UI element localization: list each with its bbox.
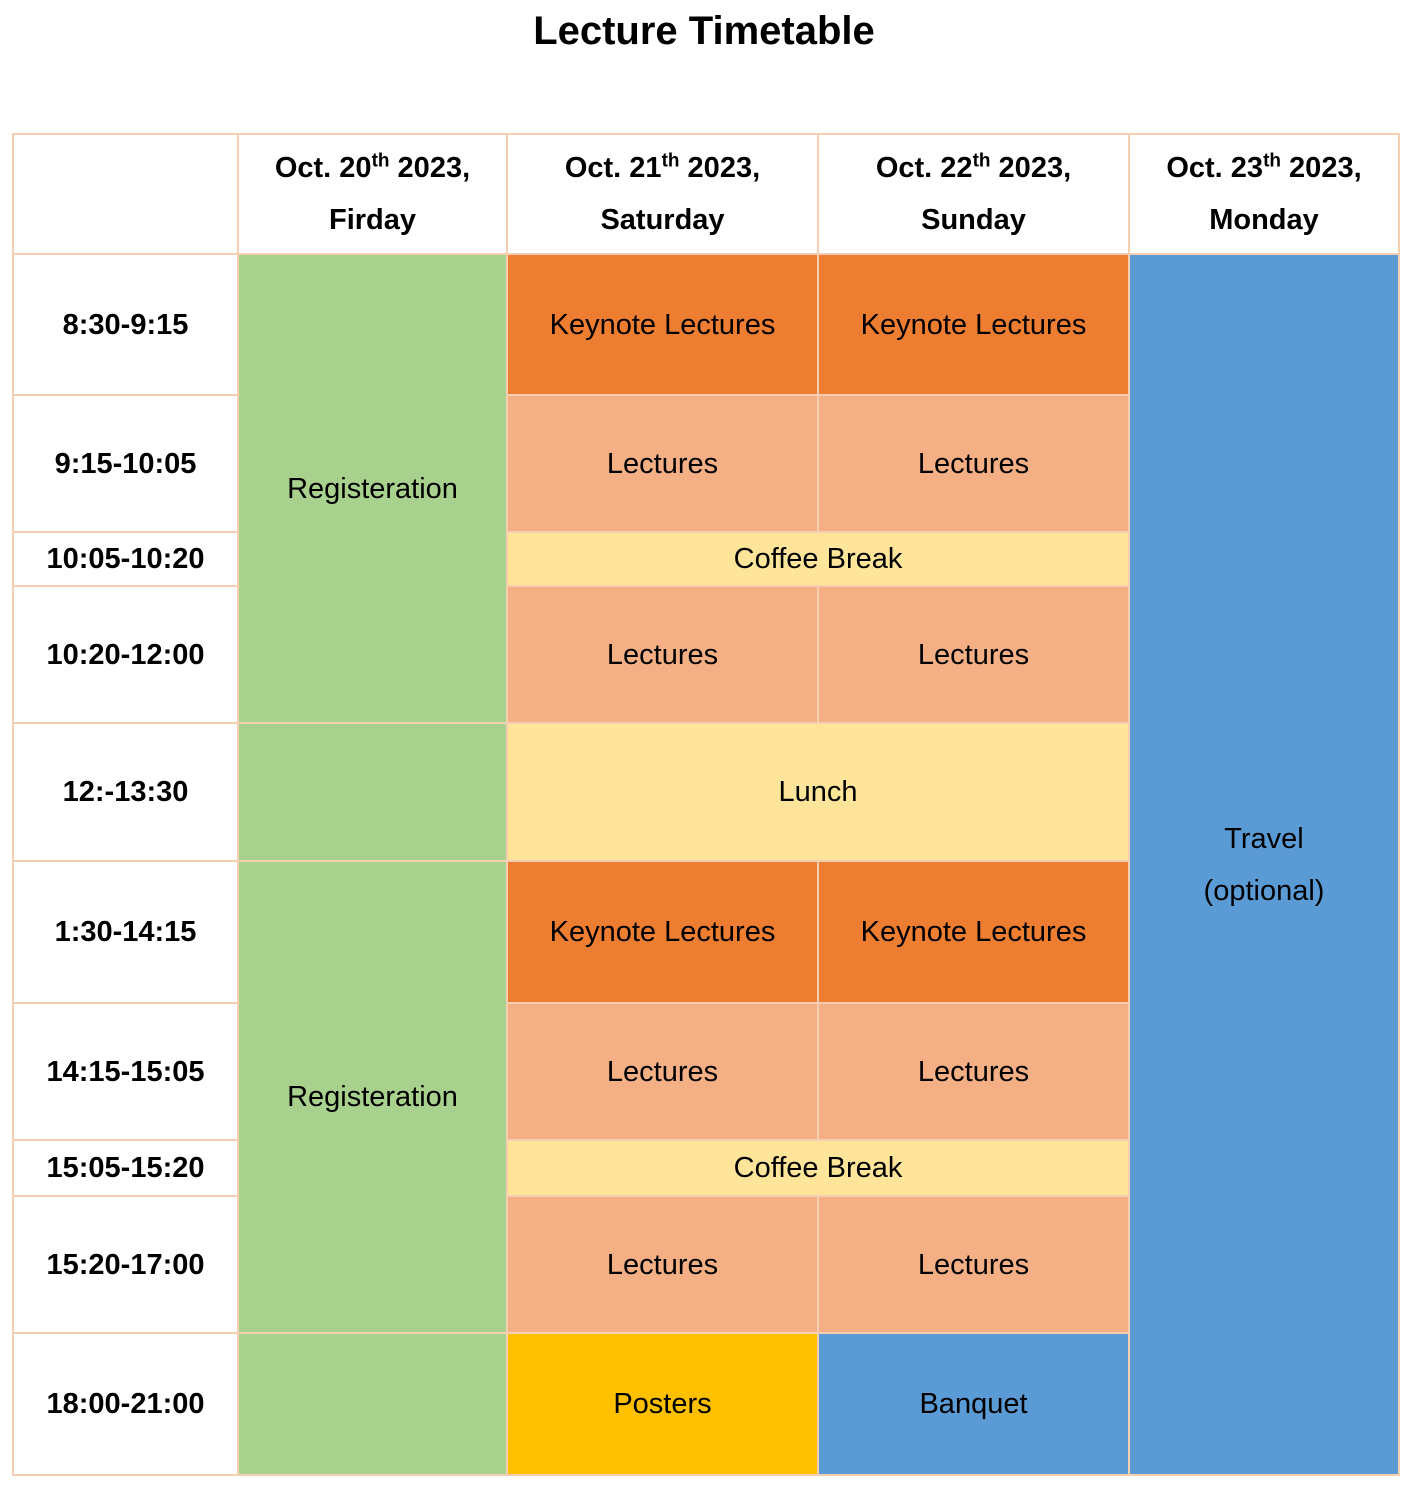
time-cell: 9:15-10:05	[12, 394, 239, 533]
table-row: 10:05-10:20 Coffee Break	[12, 531, 1399, 587]
travel-cell: Travel (optional)	[1128, 253, 1400, 1476]
day-header-mon: Oct. 23th 2023, Monday	[1128, 133, 1400, 255]
lectures-cell: Lectures	[817, 1002, 1130, 1141]
registration-gap-cell	[237, 1332, 508, 1476]
time-cell: 8:30-9:15	[12, 253, 239, 396]
table-row: 1:30-14:15 Registeration Keynote Lecture…	[12, 860, 1399, 1334]
table-row: 15:05-15:20 Coffee Break	[12, 1139, 1399, 1197]
table-row: 12:-13:30 Lunch	[12, 722, 1399, 862]
table-row: 18:00-21:00 Posters Banquet	[12, 1332, 1399, 1476]
day-header-sun: Oct. 22th 2023, Sunday	[817, 133, 1130, 255]
lectures-cell: Lectures	[506, 585, 819, 724]
time-cell: 14:15-15:05	[12, 1002, 239, 1141]
time-cell: 10:05-10:20	[12, 531, 239, 587]
time-cell: 10:20-12:00	[12, 585, 239, 724]
posters-cell: Posters	[506, 1332, 819, 1476]
lectures-cell: Lectures	[506, 1195, 819, 1334]
keynote-cell: Keynote Lectures	[506, 253, 819, 396]
page-title: Lecture Timetable	[533, 9, 875, 53]
table-row: 14:15-15:05 Lectures Lectures	[12, 1002, 1399, 1141]
day-header-sat: Oct. 21th 2023, Saturday	[506, 133, 819, 255]
lectures-cell: Lectures	[817, 1195, 1130, 1334]
lectures-cell: Lectures	[506, 394, 819, 533]
lectures-cell: Lectures	[817, 394, 1130, 533]
timetable: Oct. 20th 2023, Firday Oct. 21th 2023, Sat…	[12, 133, 1400, 1476]
time-cell: 15:05-15:20	[12, 1139, 239, 1197]
time-cell: 1:30-14:15	[12, 860, 239, 1004]
lunch-cell: Lunch	[506, 722, 1130, 862]
keynote-cell: Keynote Lectures	[817, 253, 1130, 396]
time-cell: 15:20-17:00	[12, 1195, 239, 1334]
registration-gap-cell	[237, 722, 508, 862]
coffee-break-cell: Coffee Break	[506, 531, 1130, 587]
corner-cell	[12, 133, 239, 255]
header-row: Oct. 20th 2023, Firday Oct. 21th 2023, Sat…	[12, 133, 1400, 255]
table-row: 8:30-9:15 Registeration Keynote Lectures…	[12, 253, 1400, 1476]
table-row: 10:20-12:00 Lectures Lectures	[12, 585, 1399, 724]
table-row: 9:15-10:05 Lectures Lectures	[12, 394, 1399, 533]
banquet-cell: Banquet	[817, 1332, 1130, 1476]
time-cell: 12:-13:30	[12, 722, 239, 862]
keynote-cell: Keynote Lectures	[817, 860, 1130, 1004]
table-row: 15:20-17:00 Lectures Lectures	[12, 1195, 1399, 1334]
registration-cell: Registeration	[237, 253, 508, 724]
coffee-break-cell: Coffee Break	[506, 1139, 1130, 1197]
registration-cell: Registeration	[237, 860, 508, 1334]
time-cell: 18:00-21:00	[12, 1332, 239, 1476]
day-header-fri: Oct. 20th 2023, Firday	[237, 133, 508, 255]
keynote-cell: Keynote Lectures	[506, 860, 819, 1004]
lectures-cell: Lectures	[817, 585, 1130, 724]
lectures-cell: Lectures	[506, 1002, 819, 1141]
